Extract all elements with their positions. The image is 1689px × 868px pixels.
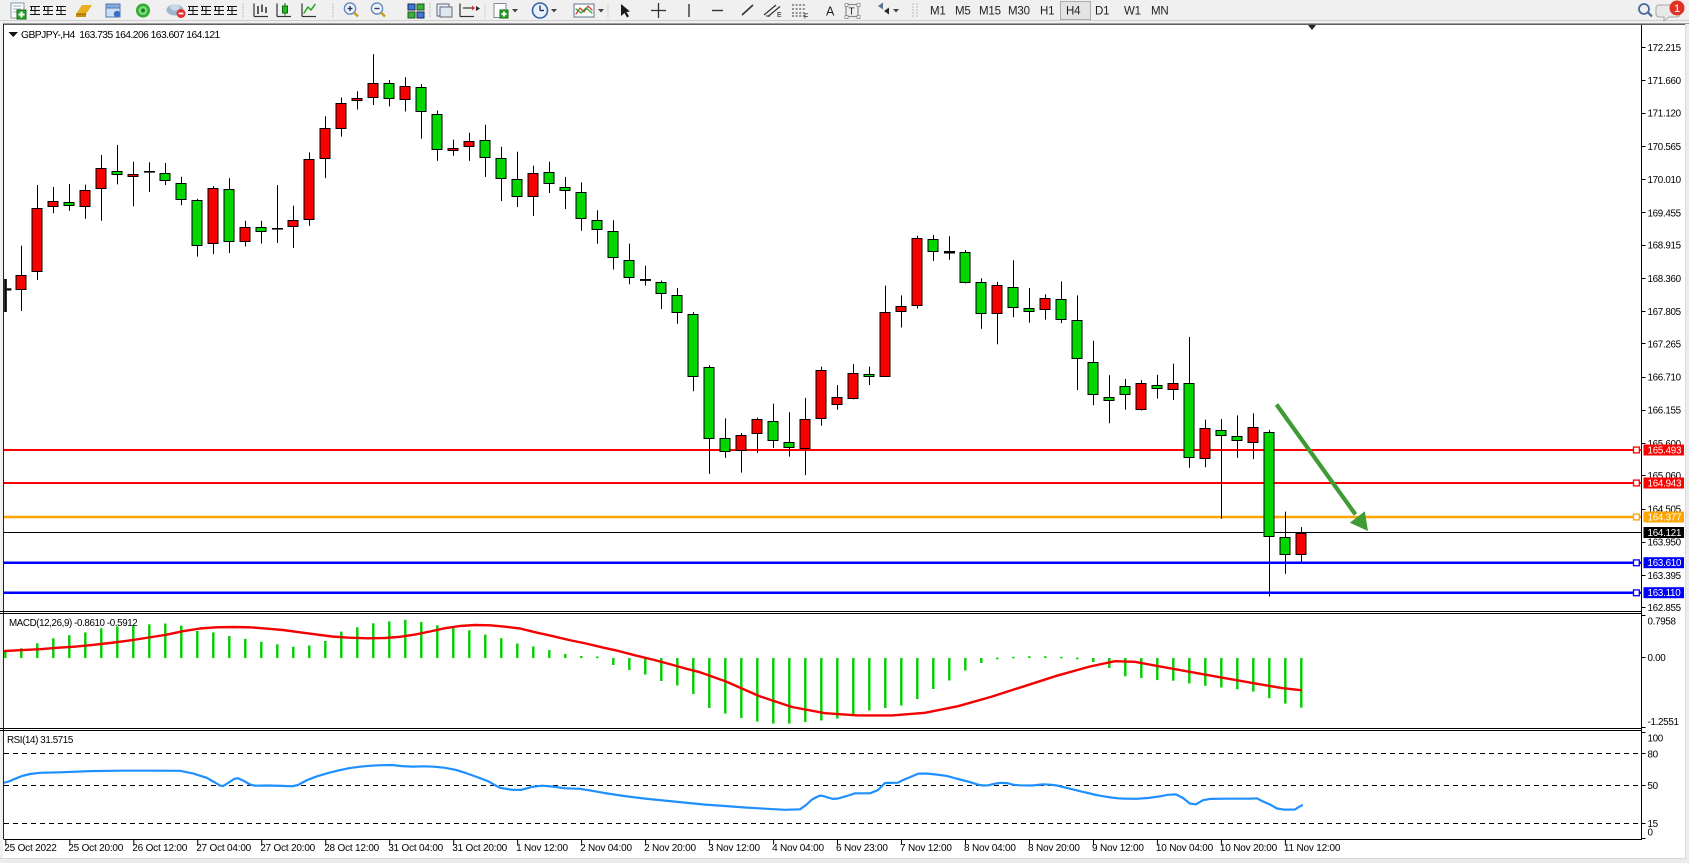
svg-text:167.265: 167.265 <box>1648 339 1682 350</box>
svg-text:MN: MN <box>1151 6 1169 18</box>
svg-text:165.493: 165.493 <box>1648 445 1682 456</box>
svg-text:GBPJPY-,H4 163.735 164.206 16: GBPJPY-,H4 163.735 164.206 163.607 164.1… <box>21 30 220 41</box>
svg-text:10 Nov 20:00: 10 Nov 20:00 <box>1220 843 1278 854</box>
svg-text:164.121: 164.121 <box>1648 528 1682 539</box>
svg-text:7 Nov 12:00: 7 Nov 12:00 <box>900 843 952 854</box>
svg-text:31 Oct 04:00: 31 Oct 04:00 <box>388 843 443 854</box>
svg-text:E: E <box>777 12 782 19</box>
svg-text:163.950: 163.950 <box>1648 538 1682 549</box>
svg-text:172.215: 172.215 <box>1648 43 1682 54</box>
svg-text:2 Nov 20:00: 2 Nov 20:00 <box>644 843 696 854</box>
svg-text:W1: W1 <box>1124 6 1141 18</box>
svg-text:A: A <box>826 5 835 19</box>
svg-text:RSI(14) 31.5715: RSI(14) 31.5715 <box>7 735 74 746</box>
svg-text:0: 0 <box>1648 828 1654 839</box>
svg-text:171.120: 171.120 <box>1648 109 1682 120</box>
svg-text:M30: M30 <box>1008 6 1030 18</box>
svg-text:8 Nov 20:00: 8 Nov 20:00 <box>1028 843 1080 854</box>
svg-text:168.360: 168.360 <box>1648 274 1682 285</box>
svg-text:27 Oct 20:00: 27 Oct 20:00 <box>260 843 315 854</box>
svg-text:167.805: 167.805 <box>1648 307 1682 318</box>
svg-text:164.943: 164.943 <box>1648 478 1682 489</box>
svg-text:165.060: 165.060 <box>1648 471 1682 482</box>
svg-text:MACD(12,26,9) -0.8610 -0.5912: MACD(12,26,9) -0.8610 -0.5912 <box>9 618 137 629</box>
svg-text:162.855: 162.855 <box>1648 603 1682 614</box>
svg-text:2 Nov 04:00: 2 Nov 04:00 <box>580 843 632 854</box>
svg-text:100: 100 <box>1648 734 1664 745</box>
svg-text:26 Oct 12:00: 26 Oct 12:00 <box>132 843 187 854</box>
svg-text:169.455: 169.455 <box>1648 208 1682 219</box>
svg-text:-1.2551: -1.2551 <box>1648 717 1679 728</box>
svg-text:M15: M15 <box>979 6 1001 18</box>
svg-text:8 Nov 04:00: 8 Nov 04:00 <box>964 843 1016 854</box>
svg-text:0.00: 0.00 <box>1648 653 1667 664</box>
svg-text:H4: H4 <box>1066 6 1081 18</box>
svg-text:166.155: 166.155 <box>1648 406 1682 417</box>
svg-text:25 Oct 20:00: 25 Oct 20:00 <box>68 843 123 854</box>
svg-text:6 Nov 23:00: 6 Nov 23:00 <box>836 843 888 854</box>
svg-text:25 Oct 2022: 25 Oct 2022 <box>4 843 57 854</box>
svg-text:50: 50 <box>1648 781 1659 792</box>
svg-text:15: 15 <box>1648 819 1659 830</box>
svg-text:28 Oct 12:00: 28 Oct 12:00 <box>324 843 379 854</box>
svg-text:4 Nov 04:00: 4 Nov 04:00 <box>772 843 824 854</box>
svg-text:168.915: 168.915 <box>1648 241 1682 252</box>
svg-text:171.660: 171.660 <box>1648 76 1682 87</box>
svg-text:1: 1 <box>1674 3 1680 15</box>
svg-text:9 Nov 12:00: 9 Nov 12:00 <box>1092 843 1144 854</box>
svg-text:165.600: 165.600 <box>1648 439 1682 450</box>
svg-text:T: T <box>849 7 855 18</box>
svg-text:M5: M5 <box>955 6 971 18</box>
svg-text:F: F <box>804 14 808 21</box>
svg-text:3 Nov 12:00: 3 Nov 12:00 <box>708 843 760 854</box>
svg-text:163.395: 163.395 <box>1648 571 1682 582</box>
svg-text:1 Nov 12:00: 1 Nov 12:00 <box>516 843 568 854</box>
svg-text:163.110: 163.110 <box>1648 588 1682 599</box>
svg-text:170.010: 170.010 <box>1648 175 1682 186</box>
svg-text:163.610: 163.610 <box>1648 558 1682 569</box>
svg-text:164.505: 164.505 <box>1648 504 1682 515</box>
svg-text:M1: M1 <box>930 6 946 18</box>
svg-text:0.7958: 0.7958 <box>1648 617 1677 628</box>
svg-text:D1: D1 <box>1095 6 1109 18</box>
svg-text:31 Oct 20:00: 31 Oct 20:00 <box>452 843 507 854</box>
svg-text:27 Oct 04:00: 27 Oct 04:00 <box>196 843 251 854</box>
svg-text:166.710: 166.710 <box>1648 373 1682 384</box>
svg-text:11 Nov 12:00: 11 Nov 12:00 <box>1284 843 1341 854</box>
svg-text:10 Nov 04:00: 10 Nov 04:00 <box>1156 843 1214 854</box>
svg-text:164.377: 164.377 <box>1648 512 1682 523</box>
svg-text:170.565: 170.565 <box>1648 142 1682 153</box>
svg-text:H1: H1 <box>1040 6 1054 18</box>
svg-text:80: 80 <box>1648 750 1659 761</box>
